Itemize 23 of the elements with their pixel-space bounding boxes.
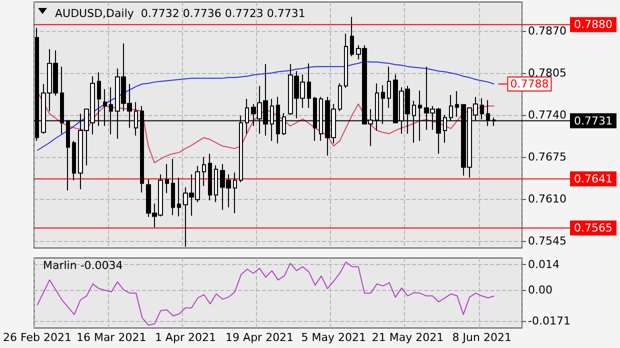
y-tick-label: 0.7740 xyxy=(528,108,566,122)
x-tick-label: 26 Feb 2021 xyxy=(2,331,72,344)
ref-line-label: 0.7880 xyxy=(574,18,612,32)
text: AUDUSD,Daily 0.7732 0.7736 0.7723 0.7731 xyxy=(55,7,306,20)
ref-line-label: 0.7641 xyxy=(574,172,612,186)
x-tick-label: 5 May 2021 xyxy=(301,331,366,344)
y-tick-label: -0.0171 xyxy=(528,314,570,328)
x-tick-label: 8 Jun 2021 xyxy=(452,331,512,344)
chart-title: Marlin -0.0034 xyxy=(43,259,123,272)
annotation: 0.7788 xyxy=(510,78,549,90)
y-tick-label: 0.7545 xyxy=(528,234,566,248)
y-tick-label: 0.7675 xyxy=(528,150,566,164)
y-tick-label: 0.00 xyxy=(528,283,552,296)
y-tick-label: 0.7805 xyxy=(528,66,566,80)
x-tick-label: 1 Apr 2021 xyxy=(154,331,216,344)
y-tick-label: 0.7610 xyxy=(528,192,566,206)
ref-line-label: 0.7565 xyxy=(574,221,612,234)
x-tick-label: 21 May 2021 xyxy=(372,331,444,344)
y-tick-label: 0.014 xyxy=(528,258,560,272)
ref-line-label: 0.7731 xyxy=(574,114,612,128)
x-tick-label: 16 Mar 2021 xyxy=(76,331,146,344)
y-tick-label: 0.7870 xyxy=(528,24,566,38)
x-tick-label: 19 Apr 2021 xyxy=(226,331,294,344)
